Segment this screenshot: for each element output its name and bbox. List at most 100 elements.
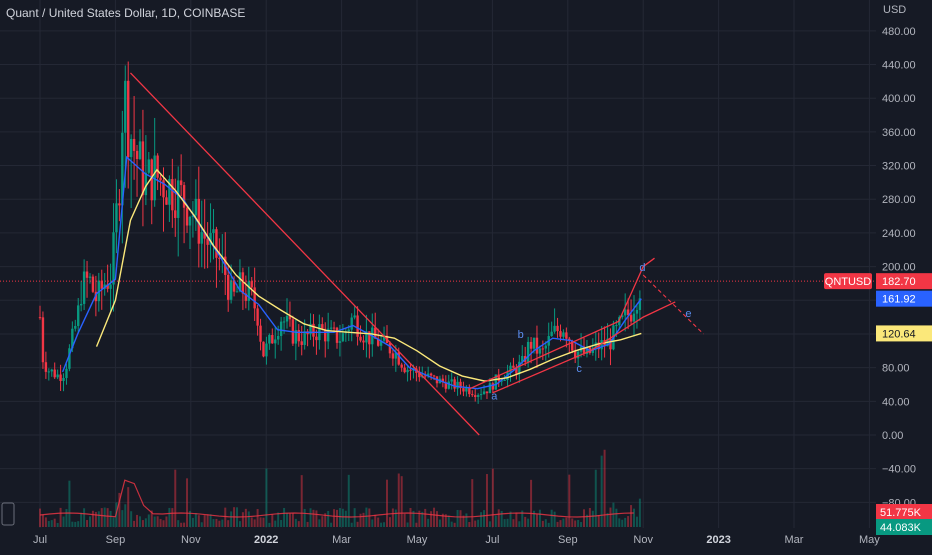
x-tick-label: Mar: [332, 534, 351, 546]
volume-bar: [338, 508, 341, 527]
candle-body: [153, 155, 156, 201]
volume-bar: [362, 512, 365, 527]
volume-bar: [353, 508, 356, 527]
volume-bar: [80, 512, 83, 527]
volume-bar: [218, 520, 221, 527]
candle-body: [85, 271, 89, 278]
candle-body: [65, 368, 68, 378]
candle-body: [106, 284, 109, 289]
candle-body: [135, 150, 139, 159]
candle-body: [623, 309, 627, 316]
volume-bar: [259, 517, 262, 527]
currency-label: USD: [883, 4, 907, 16]
candle-body: [382, 335, 386, 341]
volume-bar: [77, 521, 80, 527]
candle-body: [479, 394, 483, 396]
candle-body: [56, 374, 59, 378]
candle-body: [182, 185, 186, 208]
volume-bar: [459, 510, 462, 527]
candle-body: [321, 324, 324, 329]
candle-body: [303, 331, 306, 345]
volume-bar: [603, 449, 606, 527]
candle-body: [188, 216, 192, 226]
candle-body: [326, 328, 330, 342]
candle-body: [235, 291, 239, 293]
volume-bar: [180, 522, 183, 527]
y-tick-label: 440.00: [882, 60, 916, 72]
volume-bar: [535, 514, 538, 527]
volume-bar: [191, 517, 194, 527]
volume-bar: [118, 492, 121, 527]
candle-body: [109, 284, 112, 289]
volume-bar: [438, 519, 441, 527]
candle-body: [44, 362, 48, 372]
candle-body: [518, 361, 521, 374]
candle-body: [71, 328, 74, 349]
candle-body: [250, 281, 253, 288]
candle-body: [491, 383, 495, 390]
volume-bar: [177, 520, 180, 527]
y-tick-label: 360.00: [882, 127, 916, 139]
volume-bar: [127, 487, 130, 527]
volume-bar: [618, 518, 621, 527]
volume-bar: [306, 521, 309, 527]
volume-bar: [530, 479, 533, 527]
x-tick-label: May: [407, 534, 428, 546]
candle-body: [194, 198, 198, 216]
candle-body: [253, 287, 256, 309]
candle-body: [315, 336, 318, 341]
candle-body: [185, 207, 189, 226]
volume-bar: [168, 507, 171, 527]
volume-bar: [197, 515, 200, 527]
y-tick-label: −40.00: [882, 464, 916, 476]
candle-body: [535, 337, 539, 354]
candle-body: [621, 315, 624, 318]
candle-body: [197, 198, 200, 244]
y-tick-label: 0.00: [882, 430, 903, 442]
candle-body: [635, 309, 639, 314]
volume-bar: [297, 521, 300, 527]
volume-bar: [383, 522, 386, 527]
candle-body: [409, 369, 412, 371]
volume-bar: [283, 507, 286, 527]
volume-bar: [318, 519, 321, 527]
volume-bar: [341, 508, 344, 527]
volume-bar: [300, 475, 303, 527]
candle-body: [212, 229, 215, 234]
candle-body: [476, 395, 480, 397]
volume-bar: [136, 514, 139, 527]
volume-bar: [612, 502, 615, 527]
volume-bar: [424, 508, 427, 527]
volume-bar: [447, 515, 450, 527]
volume-bar: [509, 511, 512, 527]
volume-bar: [559, 520, 562, 527]
volume-bar: [277, 512, 280, 527]
volume-bar: [153, 516, 156, 527]
volume-bar: [124, 504, 127, 527]
volume-bar: [621, 519, 624, 527]
upper-channel-line: [469, 257, 655, 390]
price-tag-1: [876, 290, 932, 307]
y-tick-label: 240.00: [882, 228, 916, 240]
candle-body: [456, 381, 459, 389]
volume-bar: [385, 479, 388, 527]
x-tick-label: Sep: [558, 534, 578, 546]
slow-ma-line: [95, 168, 642, 382]
candle-body: [115, 203, 118, 233]
candle-body: [638, 298, 642, 310]
candle-body: [521, 356, 524, 362]
volume-bar: [418, 510, 421, 527]
candle-body: [609, 338, 612, 350]
candle-body: [159, 177, 162, 181]
volume-bar: [553, 511, 556, 527]
volume-bar: [506, 518, 509, 527]
volume-bar: [265, 468, 268, 527]
candle-body: [356, 315, 359, 337]
candle-body: [497, 374, 500, 382]
candle-body: [74, 325, 77, 329]
candle-body: [232, 280, 236, 292]
candle-body: [429, 373, 433, 376]
x-tick-label: Sep: [106, 534, 126, 546]
